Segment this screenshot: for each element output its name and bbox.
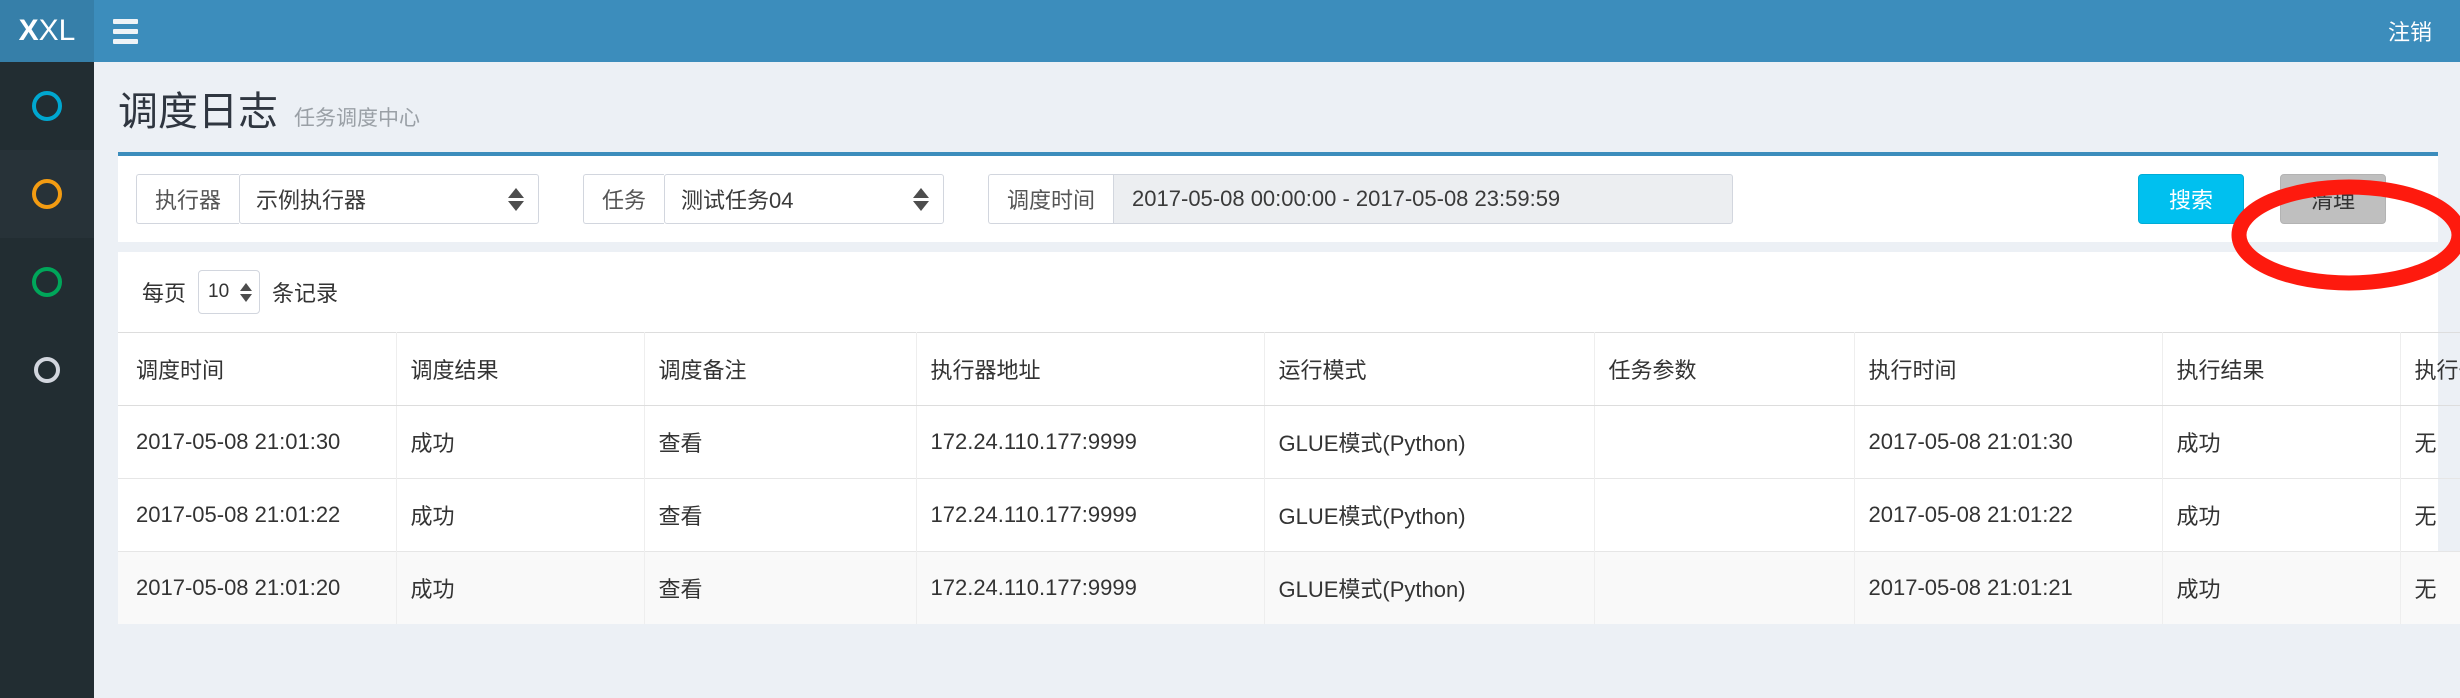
cell-sched-memo-link[interactable]: 查看: [644, 405, 917, 479]
logo-rest-part: XL: [38, 14, 76, 47]
job-label: 任务: [583, 174, 665, 224]
column-header-sched-memo[interactable]: 调度备注: [644, 332, 917, 406]
chevron-updown-icon: [508, 187, 525, 211]
cell-sched-result: 成功: [396, 551, 645, 624]
top-navbar: XXL 注销: [0, 0, 2460, 62]
column-header-sched-time[interactable]: 调度时间: [118, 332, 397, 406]
sidebar-item-3[interactable]: [0, 238, 94, 326]
log-table-panel: 每页 10 条记录 调度时间 调度结果 调度备注: [118, 252, 2460, 624]
cell-exec-result: 成功: [2162, 478, 2401, 552]
hamburger-bar-3: [112, 38, 138, 44]
filter-panel: 执行器 示例执行器 任务 测试任务04 调度时间: [118, 152, 2438, 242]
circle-icon: [32, 267, 62, 297]
column-header-sched-result[interactable]: 调度结果: [396, 332, 645, 406]
sched-time-label: 调度时间: [988, 174, 1114, 224]
cell-job-param: [1594, 551, 1855, 624]
page-length-value: 10: [208, 281, 230, 302]
page-length-prefix: 每页: [142, 281, 187, 306]
clear-button[interactable]: 清理: [2279, 174, 2386, 224]
chevron-updown-icon: [240, 282, 253, 302]
column-header-executor-addr[interactable]: 执行器地址: [916, 332, 1265, 406]
page-length-control: 每页 10 条记录: [118, 252, 2438, 332]
left-sidebar: [0, 62, 94, 698]
page-length-select[interactable]: 10: [198, 270, 261, 314]
cell-executor-addr: 172.24.110.177:9999: [916, 551, 1265, 624]
hamburger-bar-1: [112, 18, 138, 24]
cell-sched-memo-link[interactable]: 查看: [644, 551, 917, 624]
cell-sched-memo-link[interactable]: 查看: [644, 478, 917, 552]
circle-icon: [34, 357, 60, 383]
cell-exec-memo: 无: [2400, 478, 2460, 552]
cell-job-param: [1594, 478, 1855, 552]
column-header-run-mode[interactable]: 运行模式: [1264, 332, 1595, 406]
job-select-value: 测试任务04: [681, 188, 794, 213]
column-header-job-param[interactable]: 任务参数: [1594, 332, 1855, 406]
cell-sched-result: 成功: [396, 405, 645, 479]
job-filter: 任务 测试任务04: [583, 174, 945, 224]
cell-run-mode: GLUE模式(Python): [1264, 478, 1595, 552]
filter-row: 执行器 示例执行器 任务 测试任务04 调度时间: [118, 156, 2438, 242]
column-header-exec-time[interactable]: 执行时间: [1854, 332, 2163, 406]
cell-exec-memo: 无: [2400, 405, 2460, 479]
cell-exec-time: 2017-05-08 21:01:21: [1854, 551, 2163, 624]
table-head: 调度时间 调度结果 调度备注 执行器地址 运行模式 任务参数 执行时间 执行结果…: [118, 332, 2460, 406]
table-row: 2017-05-08 21:01:20 成功 查看 172.24.110.177…: [118, 551, 2460, 624]
page-title: 调度日志: [118, 90, 278, 134]
app-logo[interactable]: XXL: [0, 0, 94, 62]
table-body: 2017-05-08 21:01:30 成功 查看 172.24.110.177…: [118, 405, 2460, 624]
logo-bold-part: X: [18, 14, 39, 47]
content-area: 调度日志 任务调度中心 执行器 示例执行器 任务 测试任务04: [94, 62, 2460, 698]
page-header: 调度日志 任务调度中心: [94, 62, 2460, 146]
page-subtitle: 任务调度中心: [294, 107, 420, 130]
chevron-updown-icon: [913, 187, 930, 211]
job-select[interactable]: 测试任务04: [664, 174, 945, 224]
logout-link[interactable]: 注销: [2387, 20, 2432, 45]
cell-sched-time: 2017-05-08 21:01:22: [118, 478, 397, 552]
cell-run-mode: GLUE模式(Python): [1264, 405, 1595, 479]
page-length-suffix: 条记录: [272, 281, 339, 306]
cell-job-param: [1594, 405, 1855, 479]
hamburger-bar-2: [112, 28, 138, 34]
executor-filter: 执行器 示例执行器: [136, 174, 540, 224]
cell-sched-result: 成功: [396, 478, 645, 552]
cell-executor-addr: 172.24.110.177:9999: [916, 478, 1265, 552]
cell-exec-result: 成功: [2162, 551, 2401, 624]
circle-icon: [32, 179, 62, 209]
schedule-log-table: 调度时间 调度结果 调度备注 执行器地址 运行模式 任务参数 执行时间 执行结果…: [118, 332, 2460, 624]
circle-icon: [32, 91, 62, 121]
table-row: 2017-05-08 21:01:22 成功 查看 172.24.110.177…: [118, 478, 2460, 552]
sidebar-item-2[interactable]: [0, 150, 94, 238]
sched-time-filter: 调度时间 2017-05-08 00:00:00 - 2017-05-08 23…: [988, 174, 1734, 224]
hamburger-icon[interactable]: [94, 0, 156, 62]
table-row: 2017-05-08 21:01:30 成功 查看 172.24.110.177…: [118, 405, 2460, 479]
column-header-exec-result[interactable]: 执行结果: [2162, 332, 2401, 406]
cell-sched-time: 2017-05-08 21:01:20: [118, 551, 397, 624]
cell-run-mode: GLUE模式(Python): [1264, 551, 1595, 624]
executor-select[interactable]: 示例执行器: [239, 174, 540, 224]
cell-executor-addr: 172.24.110.177:9999: [916, 405, 1265, 479]
cell-exec-time: 2017-05-08 21:01:30: [1854, 405, 2163, 479]
search-button[interactable]: 搜索: [2137, 174, 2244, 224]
cell-exec-time: 2017-05-08 21:01:22: [1854, 478, 2163, 552]
sched-time-input[interactable]: 2017-05-08 00:00:00 - 2017-05-08 23:59:5…: [1113, 174, 1734, 224]
cell-exec-memo: 无: [2400, 551, 2460, 624]
sidebar-item-4[interactable]: [0, 326, 94, 414]
logo-text: XXL: [19, 16, 76, 46]
sidebar-item-1[interactable]: [0, 62, 94, 150]
table-header-row: 调度时间 调度结果 调度备注 执行器地址 运行模式 任务参数 执行时间 执行结果…: [118, 332, 2460, 406]
executor-select-value: 示例执行器: [256, 188, 367, 213]
cell-sched-time: 2017-05-08 21:01:30: [118, 405, 397, 479]
column-header-exec-memo[interactable]: 执行备注: [2400, 332, 2460, 406]
sched-time-value: 2017-05-08 00:00:00 - 2017-05-08 23:59:5…: [1132, 186, 1561, 211]
cell-exec-result: 成功: [2162, 405, 2401, 479]
executor-label: 执行器: [136, 174, 240, 224]
